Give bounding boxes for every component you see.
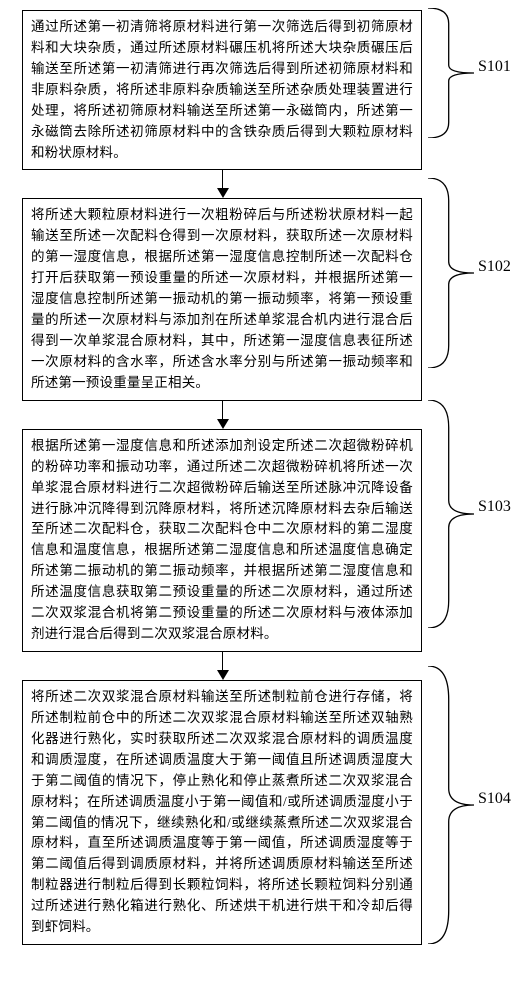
arrow-line [222, 170, 223, 190]
step-label: S104 [478, 790, 511, 808]
arrow-1 [22, 170, 422, 198]
flowchart-page: 通过所述第一初清筛将原材料进行第一次筛选后得到初筛原材料和大块杂质，通过所述原材… [0, 0, 524, 1000]
arrow-line [222, 401, 223, 421]
step-bracket [428, 400, 474, 628]
step-bracket [428, 666, 474, 944]
step-label: S103 [478, 498, 511, 516]
step-bracket [428, 178, 474, 368]
step-text: 将所述二次双浆混合原材料输送至所述制粒前仓进行存储，将所述制粒前仓中的所述二次双… [31, 689, 413, 934]
arrow-2 [22, 401, 422, 429]
step-bracket [428, 8, 474, 138]
step-box-s103: 根据所述第一湿度信息和所述添加剂设定所述二次超微粉碎机的粉碎功率和振动功率，通过… [22, 429, 422, 652]
step-text: 将所述大颗粒原材料进行一次粗粉碎后与所述粉状原材料一起输送至所述一次配料仓得到一… [31, 207, 413, 389]
step-text: 通过所述第一初清筛将原材料进行第一次筛选后得到初筛原材料和大块杂质，通过所述原材… [31, 19, 413, 160]
step-text: 根据所述第一湿度信息和所述添加剂设定所述二次超微粉碎机的粉碎功率和振动功率，通过… [31, 438, 413, 641]
flow-column: 通过所述第一初清筛将原材料进行第一次筛选后得到初筛原材料和大块杂质，通过所述原材… [22, 10, 422, 945]
step-box-s101: 通过所述第一初清筛将原材料进行第一次筛选后得到初筛原材料和大块杂质，通过所述原材… [22, 10, 422, 170]
arrow-head [217, 188, 229, 198]
step-box-s104: 将所述二次双浆混合原材料输送至所述制粒前仓进行存储，将所述制粒前仓中的所述二次双… [22, 680, 422, 945]
step-label: S102 [478, 258, 511, 276]
step-box-s102: 将所述大颗粒原材料进行一次粗粉碎后与所述粉状原材料一起输送至所述一次配料仓得到一… [22, 198, 422, 400]
step-label: S101 [478, 58, 511, 76]
arrow-head [217, 419, 229, 429]
arrow-line [222, 652, 223, 672]
arrow-head [217, 670, 229, 680]
arrow-3 [22, 652, 422, 680]
